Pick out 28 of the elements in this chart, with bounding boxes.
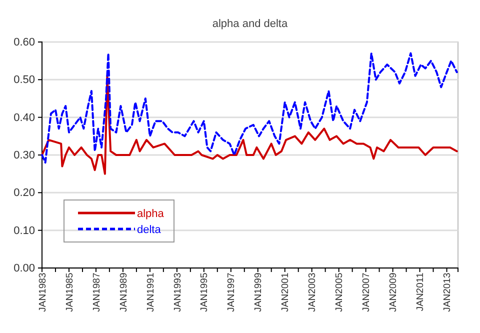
- x-tick-label: JAN1985: [64, 272, 76, 312]
- x-tick-label: JAN1999: [253, 272, 264, 312]
- y-tick-label: 0.30: [14, 150, 35, 162]
- y-tick-label: 0.50: [14, 74, 35, 86]
- x-tick-label: JAN1989: [118, 272, 130, 312]
- text: alpha: [137, 208, 165, 220]
- x-tick-label: JAN1991: [145, 272, 156, 312]
- line-series: [41, 52, 458, 164]
- y-tick-label: 0.00: [14, 262, 35, 275]
- text: delta: [137, 224, 162, 236]
- x-tick-label: JAN1997: [226, 272, 238, 312]
- x-tick-label: JAN2011: [415, 272, 426, 312]
- x-tick-label: JAN2001: [280, 272, 292, 312]
- x-tick-label: JAN2003: [307, 272, 318, 312]
- x-tick-label: JAN1983: [37, 272, 48, 312]
- x-tick-label: JAN1995: [199, 272, 210, 312]
- x-tick-label: JAN1987: [91, 272, 102, 312]
- y-tick-label: 0.20: [14, 187, 35, 200]
- y-tick-label: 0.10: [14, 224, 35, 237]
- x-tick-label: JAN2007: [361, 272, 372, 312]
- line-series: [41, 74, 458, 175]
- x-tick-label: JAN1993: [172, 272, 184, 312]
- y-tick-label: 0.40: [14, 112, 35, 124]
- x-tick-label: JAN2009: [388, 272, 400, 312]
- chart-title: alpha and delta: [212, 18, 288, 30]
- x-tick-label: JAN2013: [442, 272, 454, 312]
- x-tick-label: JAN2005: [334, 272, 346, 312]
- y-tick-label: 0.60: [14, 36, 35, 49]
